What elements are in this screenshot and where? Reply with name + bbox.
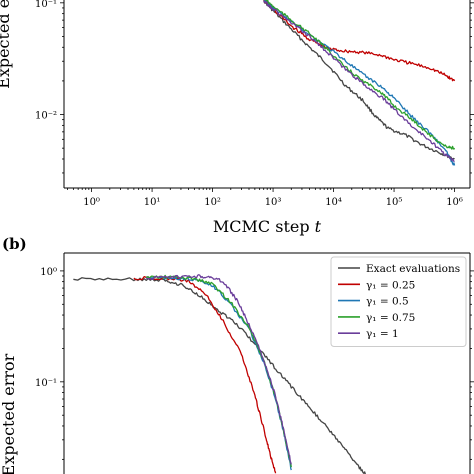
legend-entry-label: γ₁ = 0.5 (366, 296, 409, 308)
x-tick-label: 10⁰ (83, 197, 100, 208)
series-line-1 (263, 0, 455, 160)
axes-spines (63, 0, 471, 189)
series-line-4 (264, 0, 456, 150)
legend-entry-label: γ₁ = 0.75 (366, 312, 415, 324)
y-ticks: 10⁻² 10⁻¹ (35, 0, 474, 174)
series-line--0-75 (146, 274, 292, 468)
series-line-2 (263, 0, 456, 82)
series-group (263, 0, 456, 166)
legend: Exact evaluations γ₁ = 0.25 γ₁ = 0.5 γ₁ = 0… (330, 256, 467, 347)
legend-entry-label: γ₁ = 1 (366, 328, 399, 340)
y-axis-title: Expected error (0, 353, 18, 474)
chart-panel-b: 10⁻¹ 10⁰ Expected error (b) Exact evaluation… (0, 235, 474, 474)
y-tick-label: 10⁻¹ (35, 378, 57, 389)
chart-panel-a: 10⁻² 10⁻¹ 10⁰ 10¹ 10² 10³ 10⁴ 10⁵ 10⁶ MCMC step t… (0, 0, 474, 236)
x-tick-label: 10¹ (144, 197, 161, 208)
x-tick-label: 10⁴ (325, 197, 342, 208)
legend-entry-label: γ₁ = 0.25 (366, 279, 415, 291)
series-line--1 (146, 274, 292, 465)
y-tick-label: 10⁻¹ (35, 0, 57, 10)
series-line-3 (263, 0, 456, 166)
panel-label: (b) (2, 235, 27, 253)
series-line--0-5 (145, 276, 292, 471)
x-axis-title-variable: t (315, 217, 322, 236)
x-tick-label: 10⁶ (446, 197, 463, 208)
x-tick-label: 10³ (265, 197, 282, 208)
x-ticks: 10⁰ 10¹ 10² 10³ 10⁴ 10⁵ 10⁶ (67, 188, 463, 208)
series-line-5 (263, 0, 455, 163)
y-ticks: 10⁻¹ 10⁰ (35, 267, 474, 460)
y-tick-label: 10⁻² (35, 111, 57, 122)
x-axis-title: MCMC step t (213, 217, 322, 236)
y-tick-label: 10⁰ (40, 267, 57, 278)
axes-spines (63, 252, 471, 474)
x-tick-label: 10⁵ (386, 197, 403, 208)
series-line-exact-evaluations (73, 277, 367, 474)
series-line--0-25 (133, 276, 277, 474)
series-group (73, 274, 367, 474)
legend-box (330, 256, 467, 347)
y-axis-title: Expected er (0, 0, 13, 89)
x-tick-label: 10² (204, 197, 221, 208)
legend-entry-label: Exact evaluations (366, 263, 460, 275)
